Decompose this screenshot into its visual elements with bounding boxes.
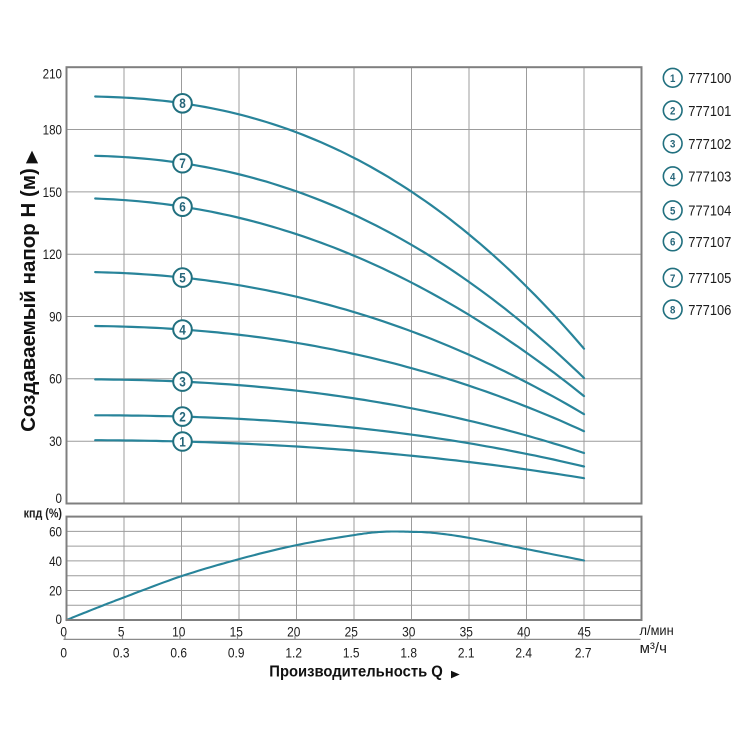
svg-text:0: 0 bbox=[60, 623, 67, 639]
svg-text:1: 1 bbox=[179, 435, 186, 450]
svg-text:777105: 777105 bbox=[688, 269, 731, 286]
svg-text:777102: 777102 bbox=[688, 135, 731, 152]
svg-text:40: 40 bbox=[49, 553, 62, 569]
svg-text:45: 45 bbox=[578, 623, 591, 639]
svg-text:120: 120 bbox=[43, 246, 62, 262]
svg-text:кпд (%): кпд (%) bbox=[24, 507, 62, 521]
svg-text:7: 7 bbox=[179, 156, 186, 171]
svg-text:Создаваемый напор Н (м): Создаваемый напор Н (м) bbox=[17, 168, 40, 432]
svg-text:20: 20 bbox=[287, 623, 300, 639]
svg-text:777107: 777107 bbox=[688, 233, 731, 250]
svg-text:3: 3 bbox=[670, 139, 676, 151]
svg-text:1.5: 1.5 bbox=[343, 645, 360, 661]
svg-text:м³/ч: м³/ч bbox=[640, 640, 667, 657]
svg-text:20: 20 bbox=[49, 582, 62, 598]
svg-text:1.8: 1.8 bbox=[400, 645, 417, 661]
svg-text:210: 210 bbox=[43, 65, 62, 81]
svg-text:25: 25 bbox=[345, 623, 358, 639]
svg-text:60: 60 bbox=[49, 371, 62, 387]
svg-text:2: 2 bbox=[670, 106, 676, 118]
svg-text:1.2: 1.2 bbox=[285, 645, 302, 661]
svg-text:4: 4 bbox=[179, 323, 186, 338]
svg-text:90: 90 bbox=[49, 308, 62, 324]
svg-text:л/мин: л/мин bbox=[640, 623, 674, 639]
svg-text:6: 6 bbox=[670, 237, 676, 249]
svg-text:30: 30 bbox=[49, 433, 62, 449]
svg-text:777104: 777104 bbox=[688, 202, 731, 219]
svg-text:777101: 777101 bbox=[688, 102, 731, 119]
svg-text:8: 8 bbox=[179, 96, 186, 111]
svg-text:2.1: 2.1 bbox=[458, 645, 475, 661]
svg-text:60: 60 bbox=[49, 523, 62, 539]
svg-text:3: 3 bbox=[179, 375, 186, 390]
svg-text:2: 2 bbox=[179, 410, 186, 425]
svg-text:40: 40 bbox=[517, 623, 530, 639]
svg-text:5: 5 bbox=[670, 206, 676, 218]
svg-text:0: 0 bbox=[60, 645, 67, 661]
svg-text:10: 10 bbox=[172, 623, 185, 639]
svg-text:15: 15 bbox=[230, 623, 243, 639]
svg-text:35: 35 bbox=[460, 623, 473, 639]
svg-text:2.7: 2.7 bbox=[575, 645, 592, 661]
svg-text:5: 5 bbox=[118, 623, 125, 639]
svg-text:0: 0 bbox=[56, 611, 62, 627]
svg-text:30: 30 bbox=[402, 623, 415, 639]
svg-text:777103: 777103 bbox=[688, 168, 731, 185]
svg-text:6: 6 bbox=[179, 200, 186, 215]
svg-text:Производительность Q: Производительность Q bbox=[269, 663, 443, 680]
svg-text:0.6: 0.6 bbox=[170, 645, 187, 661]
svg-text:7: 7 bbox=[670, 273, 676, 285]
svg-text:1: 1 bbox=[670, 73, 676, 85]
svg-text:777100: 777100 bbox=[688, 69, 731, 86]
svg-text:2.4: 2.4 bbox=[515, 645, 532, 661]
svg-text:180: 180 bbox=[43, 121, 62, 137]
svg-text:0.9: 0.9 bbox=[228, 645, 245, 661]
svg-text:0.3: 0.3 bbox=[113, 645, 130, 661]
svg-text:4: 4 bbox=[670, 172, 676, 184]
svg-text:5: 5 bbox=[179, 271, 186, 286]
svg-text:150: 150 bbox=[43, 184, 62, 200]
svg-text:777106: 777106 bbox=[688, 301, 731, 318]
svg-text:8: 8 bbox=[670, 305, 676, 317]
svg-text:0: 0 bbox=[56, 490, 62, 506]
